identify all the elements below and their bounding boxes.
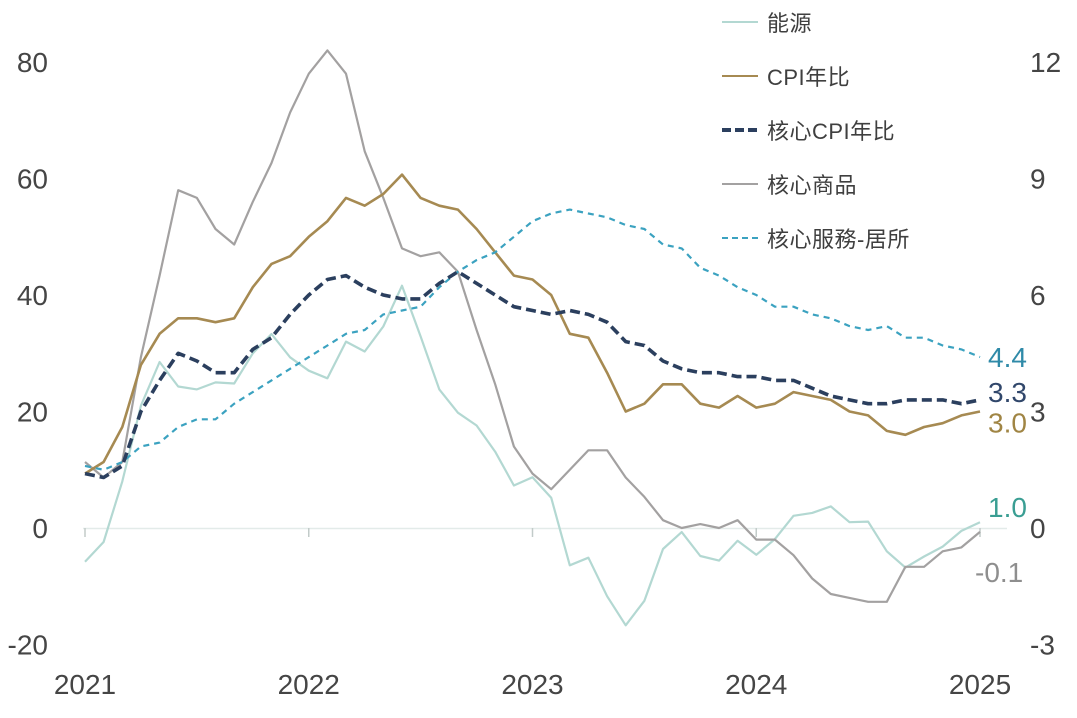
core_cpi-line [84, 269, 981, 480]
right-axis-label-6: 6 [1030, 280, 1046, 311]
x-tick-label-2022: 2022 [278, 669, 340, 700]
shelter-legend-label: 核心服務-居所 [767, 227, 910, 252]
legend-item-shelter: 核心服務-居所 [722, 211, 910, 265]
core-cpi-legend-label: 核心CPI年比 [767, 119, 896, 144]
core_goods-end-label: -0.1 [975, 557, 1023, 588]
right-axis-label-9: 9 [1030, 164, 1046, 195]
x-tick-label-2024: 2024 [725, 669, 787, 700]
legend-item-core-cpi: 核心CPI年比 [722, 103, 910, 157]
shelter-legend-line [722, 236, 758, 240]
energy-end-label: 1.0 [988, 492, 1027, 523]
cpi-legend-label: CPI年比 [767, 65, 851, 90]
legend-item-energy: 能源 [722, 0, 910, 49]
core_cpi-end-label: 3.3 [988, 377, 1027, 408]
shelter-line [84, 208, 981, 471]
cpi-end-label: 3.0 [988, 408, 1027, 439]
right-axis-label-3: 3 [1030, 397, 1046, 428]
left-axis-label--20: -20 [8, 630, 48, 661]
energy-legend-line [722, 20, 758, 24]
left-axis-label-20: 20 [17, 397, 48, 428]
core-cpi-legend-line [722, 128, 758, 132]
legend-item-core-goods: 核心商品 [722, 157, 910, 211]
shelter-end-label: 4.4 [988, 342, 1027, 373]
core-goods-legend-label: 核心商品 [767, 173, 858, 198]
x-tick-label-2025: 2025 [949, 669, 1011, 700]
left-axis-label-60: 60 [17, 164, 48, 195]
x-tick-label-2021: 2021 [54, 669, 116, 700]
left-axis-label-80: 80 [17, 47, 48, 78]
legend-item-cpi: CPI年比 [722, 49, 910, 103]
core_goods-line [84, 49, 981, 603]
energy-legend-label: 能源 [767, 11, 813, 36]
cpi-legend-line [722, 74, 758, 78]
right-axis-label--3: -3 [1030, 629, 1055, 660]
left-axis-label-0: 0 [32, 513, 48, 544]
right-axis-label-12: 12 [1030, 47, 1061, 78]
legend: 能源 CPI年比 核心CPI年比 核心商品 核心服務-居所 [722, 0, 910, 265]
energy-line [84, 284, 981, 627]
cpi-line [84, 173, 981, 475]
right-axis-label-0: 0 [1030, 513, 1046, 544]
x-tick-label-2023: 2023 [501, 669, 563, 700]
left-axis-label-40: 40 [17, 280, 48, 311]
core-goods-legend-line [722, 182, 758, 186]
